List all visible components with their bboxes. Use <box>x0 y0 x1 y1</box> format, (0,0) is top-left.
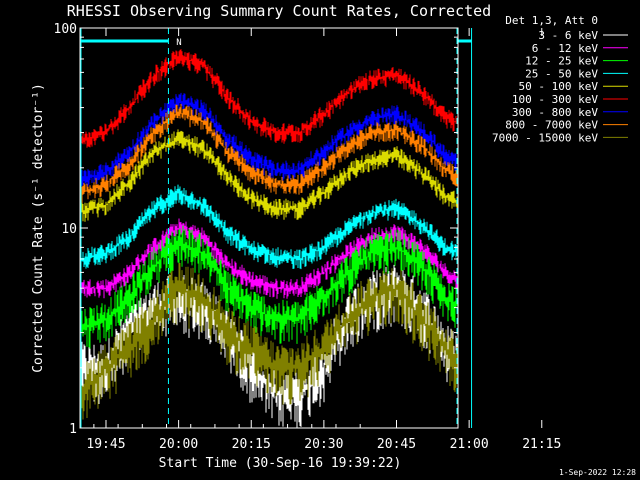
legend-entry-8: 7000 - 15000 keV <box>492 131 598 144</box>
y-tick-label-1: 10 <box>61 222 77 237</box>
x-tick-label-4: 20:45 <box>377 437 416 452</box>
x-tick-label-6: 21:15 <box>522 437 561 452</box>
legend-header: Det 1,3, Att 0 <box>505 14 598 27</box>
legend-entry-5: 100 - 300 keV <box>512 93 598 106</box>
axis-layer: 19:45 20:00 20:15 20:30 20:45 21:00 21:15 1 10 10… <box>54 22 562 452</box>
x-axis-label: Start Time (30-Sep-16 19:39:22) <box>159 456 402 471</box>
flag-annotation: N <box>176 38 181 48</box>
x-tick-label-0: 19:45 <box>86 437 125 452</box>
x-tick-label-3: 20:30 <box>304 437 343 452</box>
chart-title: RHESSI Observing Summary Count Rates, Co… <box>67 2 491 20</box>
x-tick-label-1: 20:00 <box>159 437 198 452</box>
legend-entry-7: 800 - 7000 keV <box>505 119 598 132</box>
series-layer <box>80 49 458 428</box>
x-tick-label-5: 21:00 <box>450 437 489 452</box>
legend-entry-6: 300 - 800 keV <box>512 106 598 119</box>
legend-entry-4: 50 - 100 keV <box>519 80 599 93</box>
legend-entry-3: 25 - 50 keV <box>525 67 598 80</box>
y-axis-label: Corrected Count Rate (s⁻¹ detector⁻¹) <box>31 83 46 373</box>
timestamp-stamp: 1-Sep-2022 12:28 <box>559 468 636 477</box>
x-tick-label-2: 20:15 <box>232 437 271 452</box>
legend-entry-2: 12 - 25 keV <box>525 55 598 68</box>
legend-entry-1: 6 - 12 keV <box>532 42 599 55</box>
legend-entry-0: 3 - 6 keV <box>538 29 598 42</box>
y-tick-label-2: 100 <box>54 22 77 37</box>
y-tick-label-0: 1 <box>69 422 77 437</box>
